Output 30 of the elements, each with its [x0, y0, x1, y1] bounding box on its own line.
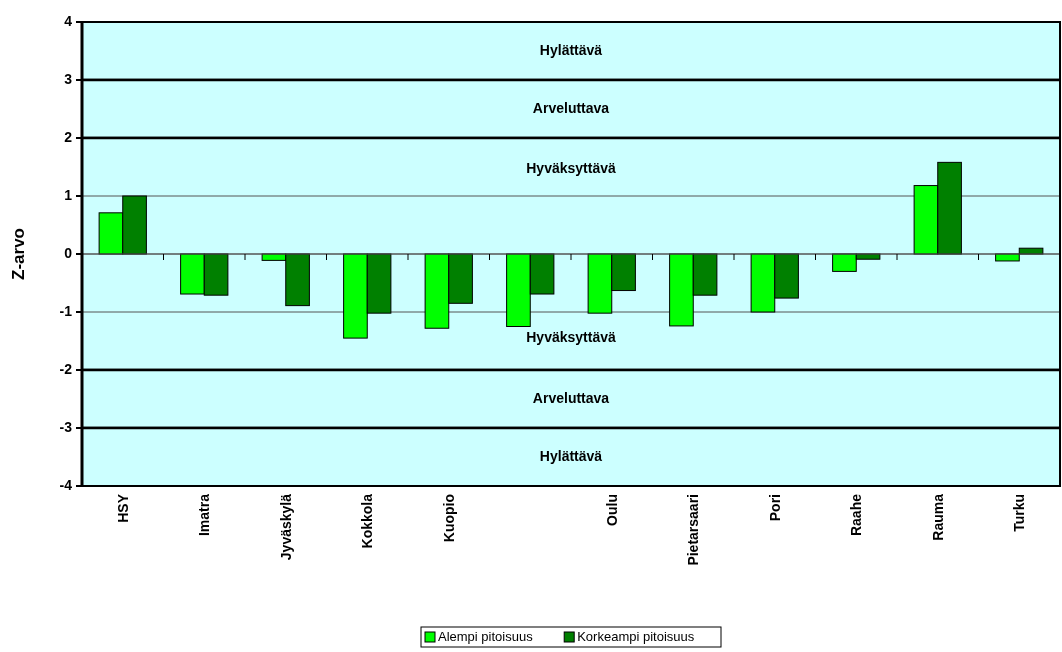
band-label: Hylättävä [539, 447, 603, 464]
y-tick-label: 2 [64, 128, 73, 145]
x-tick-label: Oulu [603, 494, 620, 526]
x-tick-label: Jyväskylä [277, 493, 294, 561]
x-tick-label: Raahe [848, 493, 865, 537]
y-tick-label: 3 [64, 70, 73, 87]
y-tick-label: -2 [59, 360, 73, 377]
y-axis-title: Z-arvo [9, 228, 28, 280]
x-tick-label: Imatra [196, 493, 213, 537]
x-tick-label: Kuopio [440, 494, 457, 543]
legend-label: Alempi pitoisuus [438, 629, 534, 644]
x-tick-label: HSY [114, 493, 131, 523]
band-label: Hyväksyttävä [526, 329, 616, 346]
band-label: Hyväksyttävä [526, 160, 616, 177]
y-tick-label: -1 [59, 302, 73, 319]
x-tick-label: Pori [766, 494, 783, 522]
x-tick-label: Rauma [929, 493, 946, 541]
band-label: Arveluttava [532, 389, 610, 406]
y-tick-label: 4 [64, 12, 73, 29]
band-label: Hylättävä [539, 41, 603, 58]
y-tick-label: -3 [59, 418, 73, 435]
x-tick-label: Pietarsaari [685, 494, 702, 566]
band-label: Arveluttava [532, 99, 610, 116]
legend-label: Korkeampi pitoisuus [577, 629, 695, 644]
y-tick-label: 0 [64, 244, 73, 261]
x-tick-label: Kokkola [359, 493, 376, 549]
y-tick-label: 1 [64, 186, 73, 203]
bar [995, 253, 1020, 262]
y-tick-label: -4 [59, 476, 73, 493]
x-tick-label: Turku [1011, 494, 1028, 532]
